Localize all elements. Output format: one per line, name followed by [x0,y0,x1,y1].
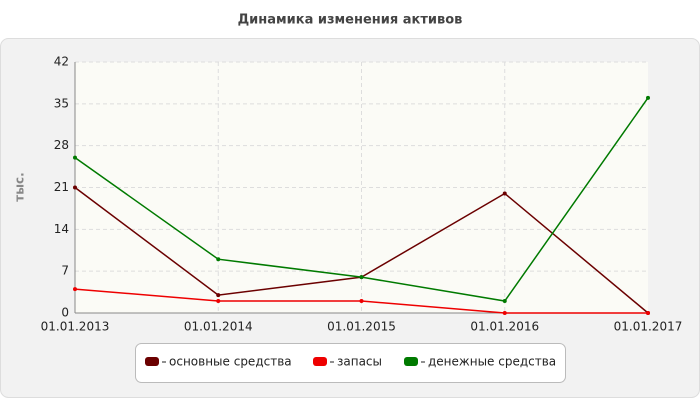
y-tick-label: 7 [61,264,69,278]
y-tick-label: 28 [54,138,69,152]
point [73,287,77,292]
point [359,299,364,304]
chart-title: Динамика изменения активов [238,13,463,28]
x-tick-label: 01.01.2014 [184,320,253,334]
y-tick-label: 42 [54,55,69,69]
point [646,311,650,315]
y-tick-label: 21 [54,180,69,194]
point [502,299,507,304]
point [359,275,364,280]
legend-swatch [404,357,418,366]
point [216,293,221,298]
y-tick-label: 14 [54,222,69,236]
point [216,299,221,304]
legend-label: основные средства [169,355,292,369]
legend-swatch [313,357,327,366]
x-tick-label: 01.01.2015 [327,320,396,334]
point [502,191,507,196]
legend-label: денежные средства [428,355,556,369]
y-axis-label: тыс. [13,172,27,201]
legend-label: запасы [337,355,382,369]
legend [135,343,566,383]
point [502,311,507,315]
point [73,155,77,160]
legend-swatch [145,357,159,366]
y-tick-label: 35 [54,96,69,110]
point [216,257,221,262]
y-tick-label: 0 [61,306,69,320]
x-tick-label: 01.01.2017 [614,320,683,334]
x-tick-label: 01.01.2016 [470,320,539,334]
point [73,185,77,190]
point [646,95,650,100]
x-tick-label: 01.01.2013 [41,320,110,334]
